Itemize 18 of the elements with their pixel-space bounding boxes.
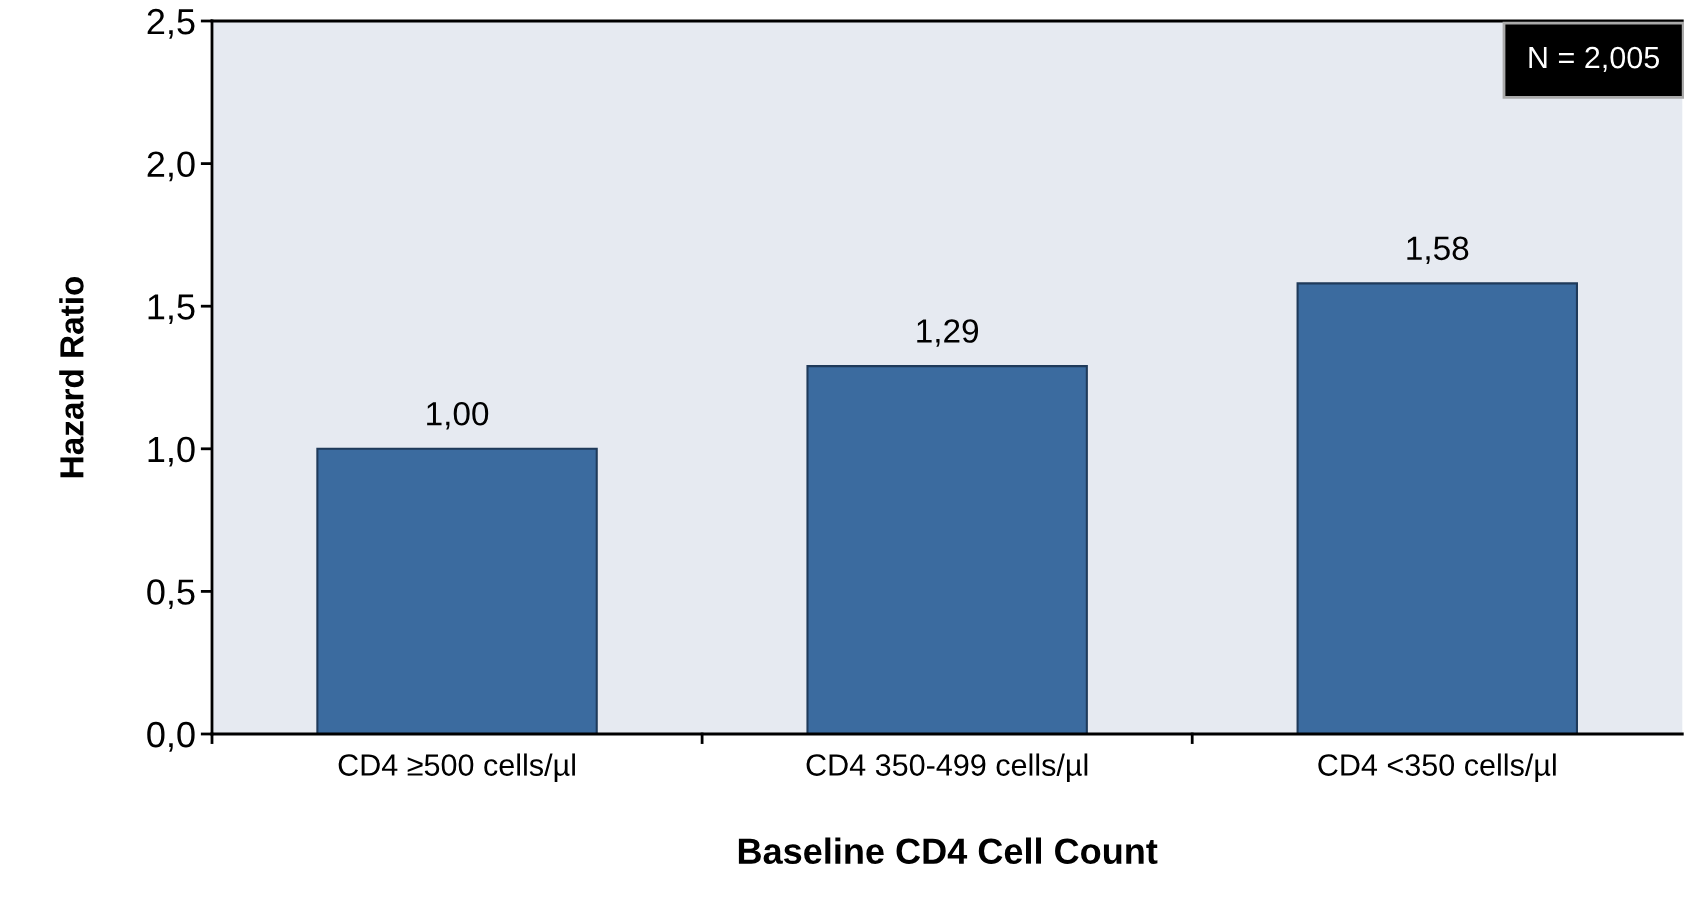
annotation: N = 2,005	[1529, 46, 1659, 73]
bar	[1296, 282, 1578, 734]
y-tick-label: 1,0	[148, 436, 195, 467]
data-label: 1,29	[917, 319, 979, 347]
y-tick-label: 2,5	[147, 8, 195, 39]
data-label: 1,58	[1407, 236, 1469, 265]
y-tick-label: 0,0	[147, 721, 195, 752]
y-tick-label: 0,5	[147, 579, 195, 610]
x-tick-label: CD4 <350 cells/µl	[1318, 753, 1556, 782]
bar	[316, 447, 598, 734]
y-tick-label: 1,5	[148, 294, 195, 324]
x-axis-title: Baseline CD4 Cell Count	[738, 837, 1158, 865]
x-tick-label: CD4 ≥500 cells/µl	[338, 753, 575, 782]
x-tick-label: CD4 350-499 cells/µl	[806, 753, 1088, 782]
bar	[806, 365, 1088, 734]
y-tick-label: 2,0	[147, 151, 195, 182]
y-axis-title: Hazard Ratio	[59, 276, 84, 478]
data-label: 1,00	[427, 401, 489, 430]
